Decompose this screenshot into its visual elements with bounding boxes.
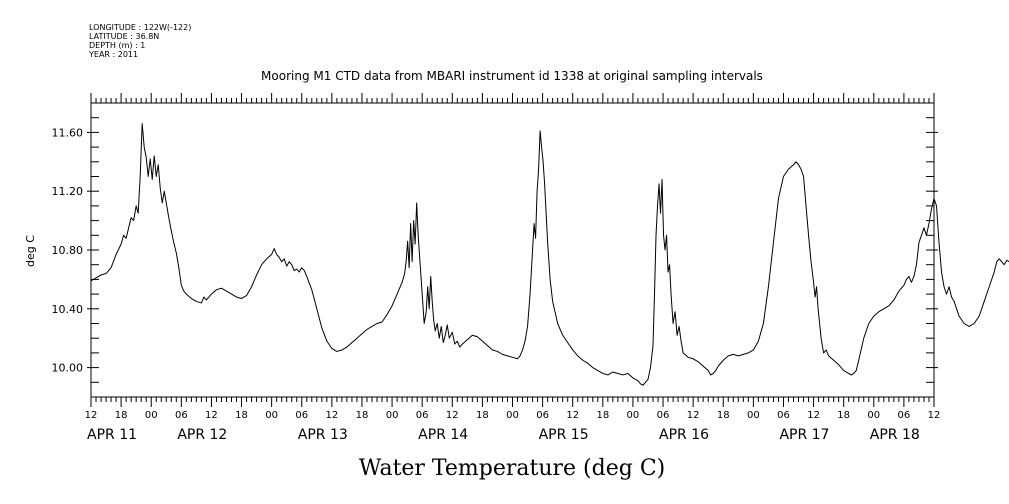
x-hour-label: 06 [898,410,911,421]
x-date-label: APR 17 [779,427,829,443]
y-tick-label: 10.40 [52,303,84,316]
x-hour-label: 18 [235,410,248,421]
x-hour-label: 00 [627,410,640,421]
x-hour-label: 06 [657,410,670,421]
plot-frame [90,102,935,398]
x-hour-label: 18 [115,410,128,421]
x-hour-label: 00 [867,410,880,421]
y-axis: 10.00 10.40 10.80 11.20 11.60 [52,102,938,398]
x-date-label: APR 18 [870,427,920,443]
x-hour-label: 12 [928,410,941,421]
x-hour-label: 00 [506,410,519,421]
y-axis-label: deg C [24,235,37,267]
x-hour-label: 06 [295,410,308,421]
metadata-latitude: LATITUDE : 36.8N [89,32,159,41]
x-hour-label: 12 [325,410,338,421]
x-hour-label: 06 [416,410,429,421]
x-date-label: APR 12 [177,427,227,443]
chart-title: Mooring M1 CTD data from MBARI instrumen… [261,69,763,83]
x-date-label: APR 14 [418,427,468,443]
x-hour-label: 06 [536,410,549,421]
plot-area [90,102,1009,398]
y-tick-label: 10.00 [52,362,84,375]
y-tick-label: 11.60 [52,126,84,139]
x-hour-label: 18 [596,410,609,421]
x-hour-label: 18 [837,410,850,421]
x-date-label: APR 16 [659,427,709,443]
x-date-label: APR 11 [87,427,137,443]
x-hour-label: 12 [687,410,700,421]
metadata-depth: DEPTH (m) : 1 [89,41,145,50]
x-hour-label: 06 [175,410,188,421]
x-hour-label: 18 [476,410,489,421]
x-hour-label: 12 [807,410,820,421]
series-line-water-temperature [90,123,1009,386]
x-hour-label: 00 [265,410,278,421]
x-hour-label: 00 [386,410,399,421]
x-hour-label: 06 [777,410,790,421]
y-tick-label: 10.80 [52,244,84,257]
x-axis-label: Water Temperature (deg C) [359,456,666,481]
y-tick-label: 11.20 [52,185,84,198]
x-date-label: APR 13 [298,427,348,443]
metadata-block: LONGITUDE : 122W(-122) LATITUDE : 36.8N … [88,23,191,59]
x-date-label: APR 15 [539,427,589,443]
metadata-longitude: LONGITUDE : 122W(-122) [89,23,191,32]
x-hour-label: 18 [717,410,730,421]
x-hour-label: 12 [446,410,459,421]
x-hour-label: 00 [145,410,158,421]
x-hour-label: 12 [85,410,98,421]
x-hour-label: 12 [566,410,579,421]
x-hour-label: 18 [356,410,369,421]
metadata-year: YEAR : 2011 [88,50,138,59]
x-hour-label: 12 [205,410,218,421]
x-hour-label: 00 [747,410,760,421]
x-axis: 12 18 00 06 12 18 00 06 12 18 00 06 12 18 00 06 12 18 00 06… [85,93,941,443]
